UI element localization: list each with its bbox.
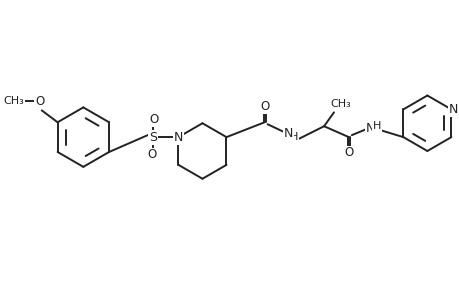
Text: N: N: [448, 103, 457, 116]
Text: S: S: [148, 130, 157, 144]
Text: N: N: [174, 130, 183, 144]
Text: CH₃: CH₃: [330, 99, 351, 110]
Text: H: H: [290, 132, 298, 142]
Text: H: H: [372, 121, 380, 131]
Text: O: O: [259, 100, 269, 113]
Text: CH₃: CH₃: [4, 97, 24, 106]
Text: N: N: [365, 122, 375, 135]
Text: O: O: [149, 113, 158, 126]
Text: O: O: [343, 146, 353, 160]
Text: O: O: [147, 148, 156, 161]
Text: N: N: [283, 127, 292, 140]
Text: O: O: [35, 95, 44, 108]
